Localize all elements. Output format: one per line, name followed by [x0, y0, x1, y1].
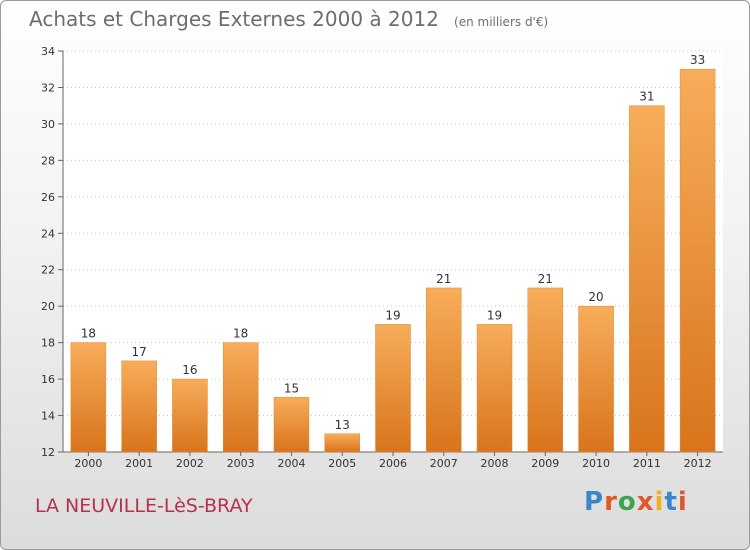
y-tick-label: 30 — [41, 118, 55, 131]
bar — [172, 378, 208, 453]
data-label: 19 — [487, 308, 502, 322]
data-label: 16 — [182, 363, 197, 377]
y-tick-label: 28 — [41, 154, 55, 167]
x-tick-label: 2007 — [430, 457, 458, 470]
data-label: 15 — [284, 381, 299, 395]
bar — [426, 287, 462, 453]
data-label: 20 — [588, 290, 603, 304]
logo-letter: i — [677, 487, 688, 517]
data-label: 21 — [436, 272, 451, 286]
y-tick-label: 26 — [41, 191, 55, 204]
y-tick-label: 24 — [41, 227, 55, 240]
data-label: 18 — [81, 327, 96, 341]
y-tick-label: 14 — [41, 410, 55, 423]
x-tick-label: 2010 — [582, 457, 610, 470]
data-label: 21 — [538, 272, 553, 286]
logo-letter: r — [604, 487, 618, 517]
x-tick-label: 2003 — [227, 457, 255, 470]
x-tick-label: 2009 — [531, 457, 559, 470]
bar — [578, 305, 614, 453]
data-label: 31 — [639, 90, 654, 104]
x-tick-label: 2005 — [328, 457, 356, 470]
unit-text: (en milliers d'€) — [454, 15, 549, 29]
y-tick-label: 18 — [41, 337, 55, 350]
bar — [527, 287, 564, 453]
data-label: 18 — [233, 327, 248, 341]
x-tick-label: 2001 — [125, 457, 153, 470]
y-tick-label: 16 — [41, 373, 55, 386]
logo-letter: o — [617, 487, 637, 517]
bar — [476, 324, 513, 453]
commune-name: LA NEUVILLE-LèS-BRAY — [35, 495, 253, 517]
y-tick-label: 22 — [41, 264, 55, 277]
bar — [375, 324, 411, 453]
x-tick-label: 2011 — [633, 457, 661, 470]
chart-title: Achats et Charges Externes 2000 à 2012 (… — [29, 7, 548, 31]
x-tick-label: 2002 — [176, 457, 204, 470]
y-tick-label: 34 — [41, 45, 55, 58]
y-tick-label: 32 — [41, 81, 55, 94]
proxiti-logo: Proxiti — [584, 487, 688, 517]
x-tick-label: 2004 — [277, 457, 305, 470]
x-tick-label: 2000 — [74, 457, 102, 470]
y-tick-label: 12 — [41, 446, 55, 459]
x-tick-label: 2006 — [379, 457, 407, 470]
bar — [273, 397, 310, 453]
data-label: 33 — [690, 53, 705, 67]
bar — [222, 342, 259, 453]
bar — [121, 360, 157, 453]
bar — [324, 433, 360, 453]
logo-letter: t — [664, 487, 678, 517]
data-label: 13 — [335, 418, 350, 432]
bar — [679, 68, 716, 453]
y-tick-label: 20 — [41, 300, 55, 313]
x-tick-label: 2012 — [684, 457, 712, 470]
logo-letter: x — [636, 487, 655, 517]
data-label: 19 — [385, 308, 400, 322]
x-tick-label: 2008 — [481, 457, 509, 470]
logo-letter: P — [584, 487, 605, 517]
logo-letter: i — [654, 487, 665, 517]
data-label: 17 — [132, 345, 147, 359]
bar — [629, 105, 665, 453]
bar — [70, 342, 107, 453]
title-text: Achats et Charges Externes 2000 à 2012 — [29, 7, 439, 31]
